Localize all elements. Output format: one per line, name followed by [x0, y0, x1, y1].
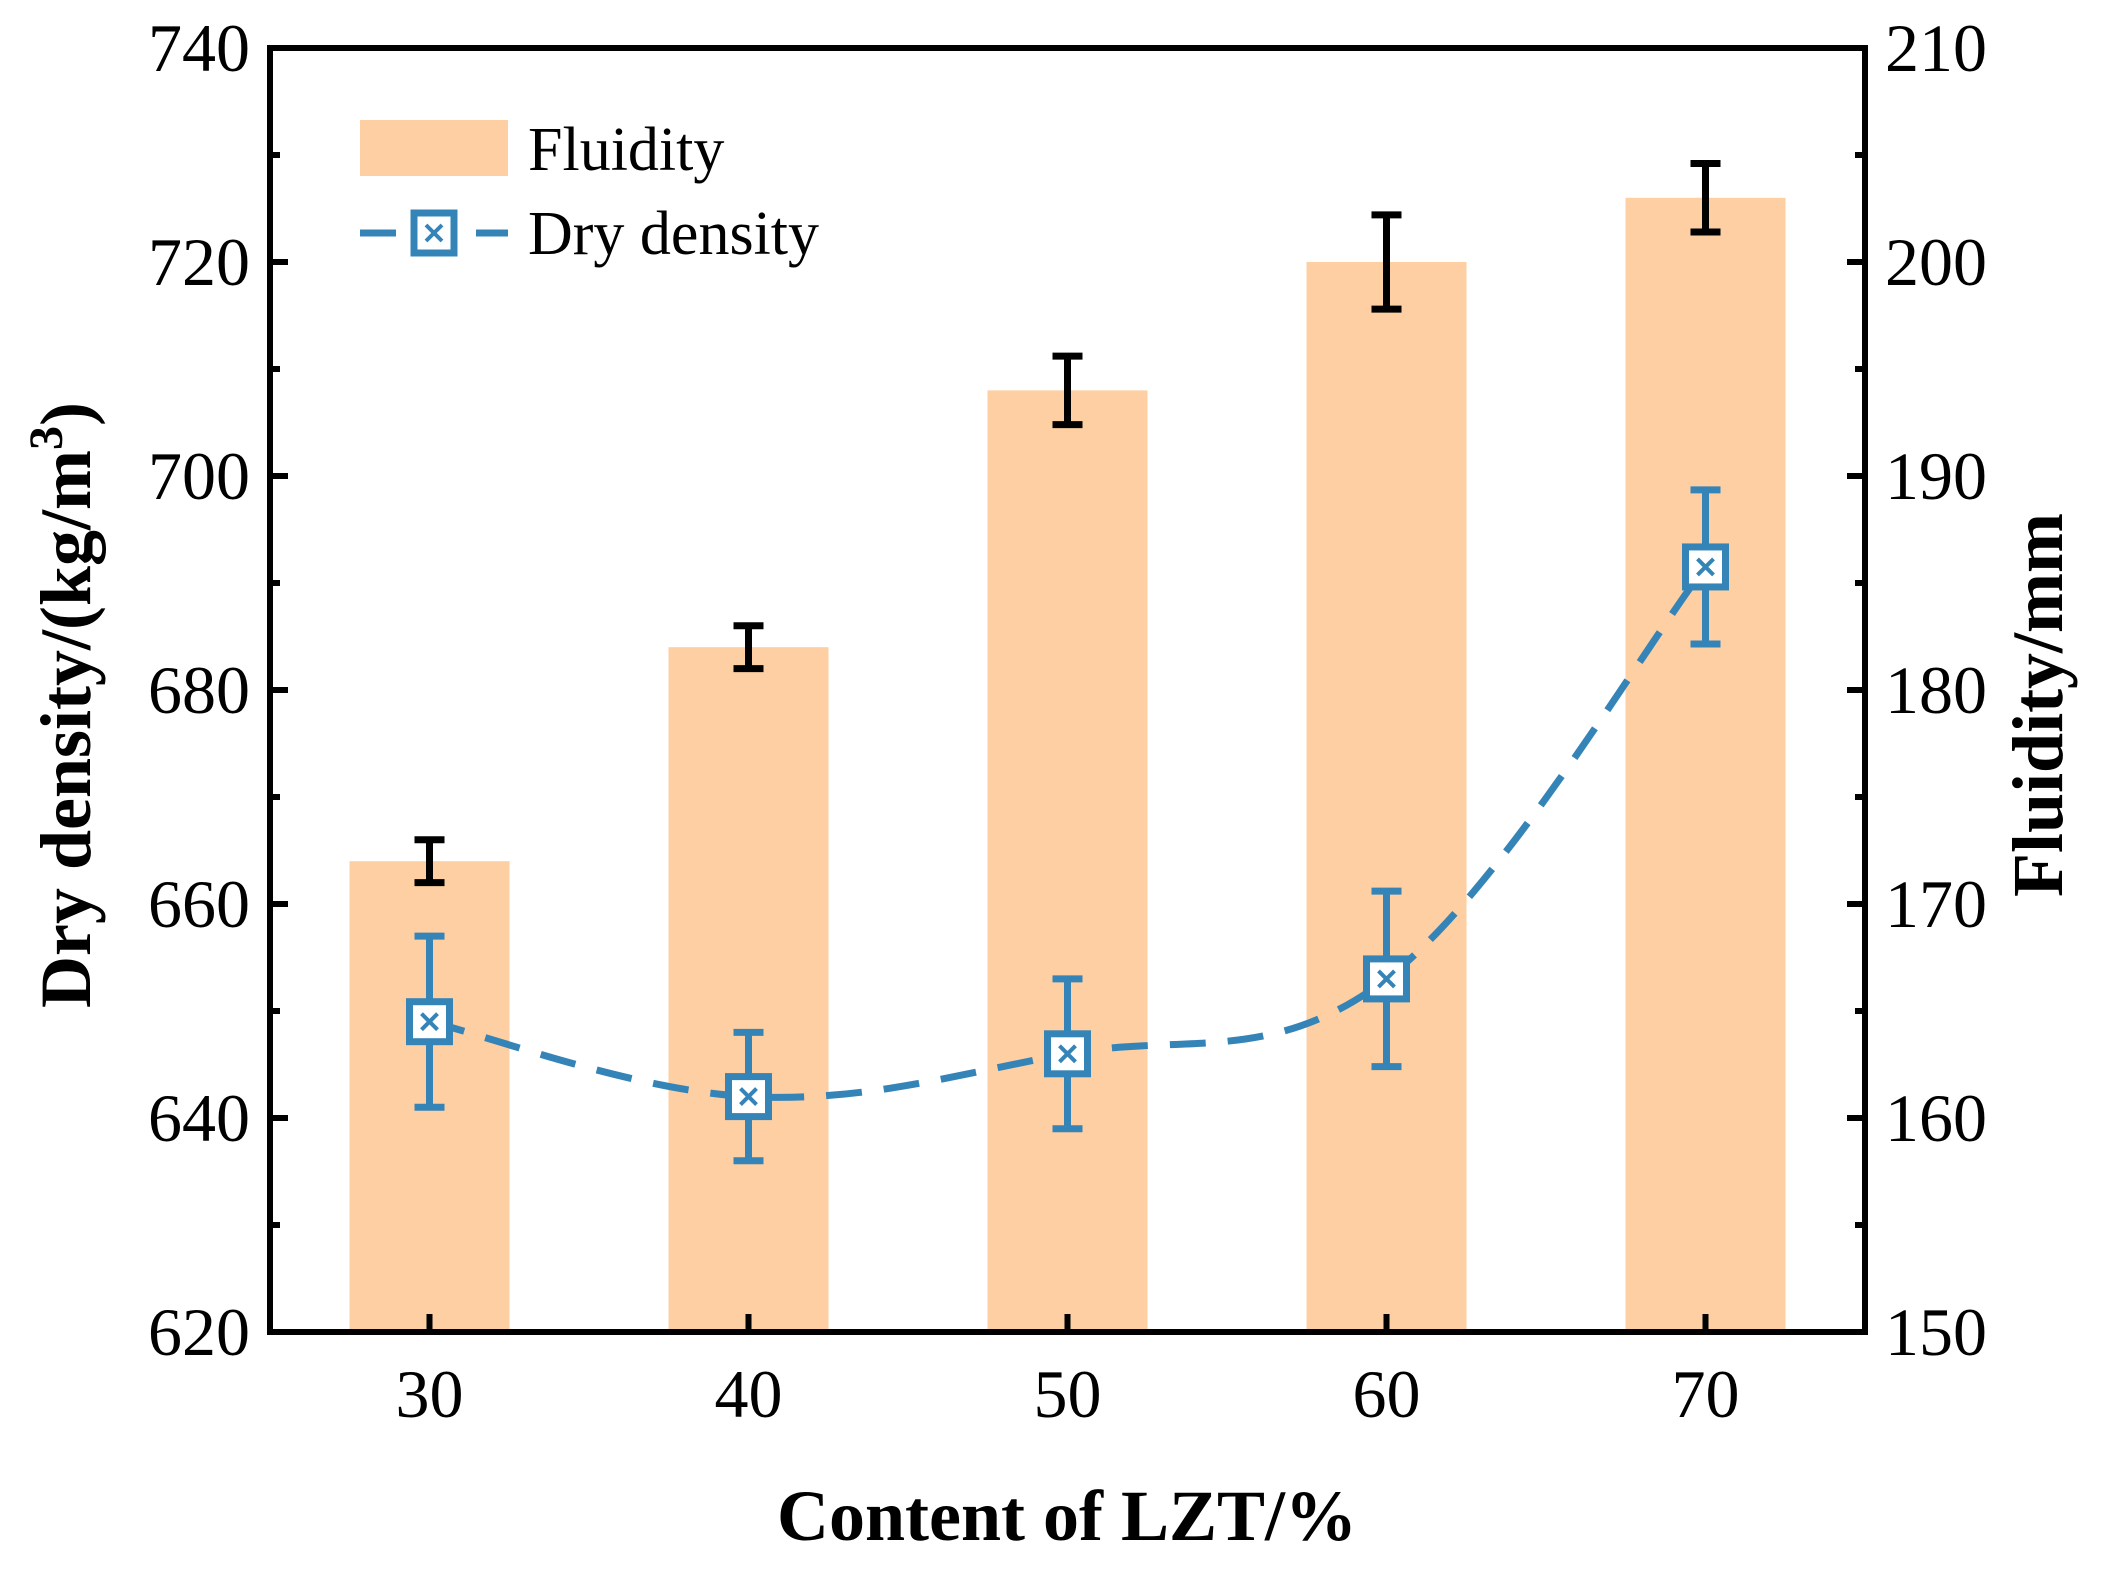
- marker-cross-b: [1696, 557, 1715, 577]
- x-tick-label: 70: [1672, 1356, 1740, 1432]
- left-tick-label: 680: [148, 652, 250, 728]
- left-tick-label: 740: [148, 10, 250, 86]
- legend-swatch-fluidity: [360, 120, 508, 176]
- right-tick-label: 170: [1885, 866, 1987, 942]
- right-tick-label: 190: [1885, 438, 1987, 514]
- axes: 620 640 660 680 700 720 740 150 160 170 180 190 200 2…: [148, 10, 1987, 1432]
- right-tick-label: 180: [1885, 652, 1987, 728]
- right-tick-label: 160: [1885, 1080, 1987, 1156]
- marker-square: [1363, 955, 1410, 1003]
- left-tick-label: 720: [148, 224, 250, 300]
- fluidity-bar-60: [1306, 262, 1467, 1332]
- x-tick-label: 60: [1353, 1356, 1421, 1432]
- x-tick-label: 50: [1034, 1356, 1102, 1432]
- right-axis-title: Fluidity/mm: [1998, 513, 2078, 897]
- legend-item-fluidity: Fluidity: [360, 116, 724, 184]
- marker-cross-b: [1377, 969, 1396, 989]
- left-tick-label: 620: [148, 1294, 250, 1370]
- marker-square: [725, 1073, 772, 1121]
- left-tick-label: 700: [148, 438, 250, 514]
- marker-cross-b: [424, 223, 444, 243]
- fluidity-error-bar-30: [414, 836, 445, 887]
- fluidity-error-bar-50: [1052, 352, 1083, 429]
- left-axis-title-main: Dry density/(kg/m: [26, 450, 106, 1008]
- x-axis-title: Content of LZT/%: [777, 1476, 1357, 1556]
- dry-density-point-60: [1363, 955, 1410, 1003]
- right-tick-label: 150: [1885, 1294, 1987, 1370]
- x-tick-label: 40: [715, 1356, 783, 1432]
- dry-density-point-30: [406, 998, 453, 1046]
- legend-label-dry-density: Dry density: [528, 200, 819, 268]
- marker-cross-b: [739, 1087, 758, 1107]
- marker-cross-b: [420, 1012, 439, 1032]
- left-axis-title: Dry density/(kg/m3): [20, 402, 106, 1008]
- fluidity-error-bar-60: [1371, 211, 1402, 313]
- fluidity-error-bar-70: [1690, 160, 1721, 236]
- dry-density-point-40: [725, 1073, 772, 1121]
- left-tick-label: 640: [148, 1080, 250, 1156]
- left-axis-title-superscript: 3: [20, 426, 73, 450]
- fluidity-error-bar-40: [733, 622, 764, 673]
- left-axis-title-close: ): [26, 402, 106, 426]
- dry-density-point-70: [1682, 543, 1729, 591]
- fluidity-bar-40: [668, 647, 829, 1332]
- fluidity-error-bars: [414, 160, 1721, 887]
- legend-marker-dry-density: [410, 209, 458, 257]
- fluidity-bar-50: [987, 390, 1148, 1332]
- fluidity-bar-70: [1625, 197, 1786, 1332]
- marker-cross-b: [1058, 1044, 1077, 1064]
- fluidity-bars: [349, 197, 1786, 1332]
- legend: Fluidity Dry density: [360, 116, 819, 268]
- dry-density-series: [406, 486, 1729, 1165]
- right-tick-label: 210: [1885, 10, 1987, 86]
- right-tick-label: 200: [1885, 224, 1987, 300]
- dry-density-point-50: [1044, 1030, 1091, 1078]
- legend-label-fluidity: Fluidity: [528, 116, 724, 184]
- x-tick-label: 30: [396, 1356, 464, 1432]
- legend-item-dry-density: Dry density: [360, 200, 819, 268]
- left-tick-label: 660: [148, 866, 250, 942]
